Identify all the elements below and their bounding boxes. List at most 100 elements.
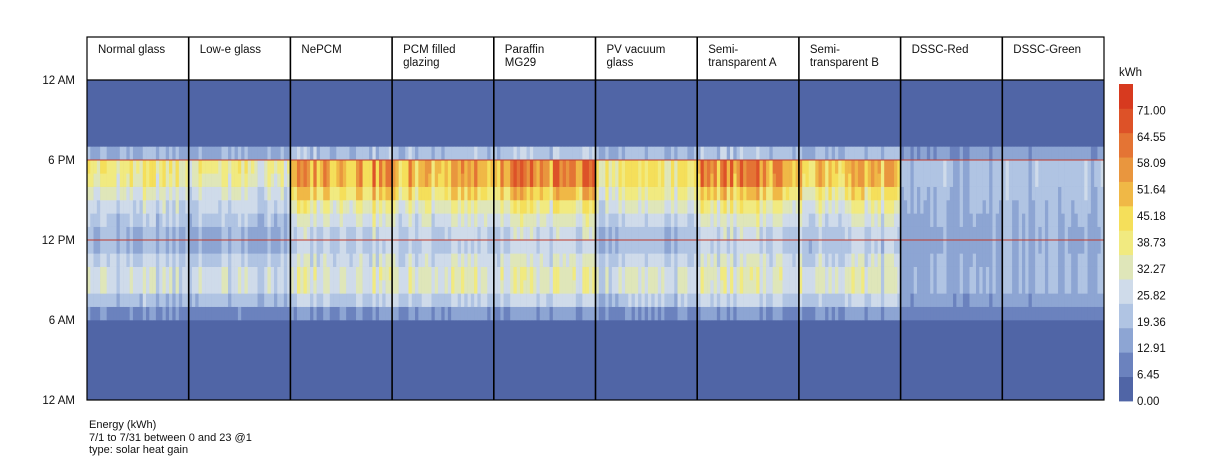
heat-cell xyxy=(595,213,600,227)
heat-cell xyxy=(641,173,646,187)
heat-cell xyxy=(549,240,554,254)
heat-cell xyxy=(356,306,360,321)
heat-cell xyxy=(126,200,130,214)
heat-cell xyxy=(667,146,672,161)
heat-cell xyxy=(293,213,298,227)
heat-cell xyxy=(890,293,895,307)
heat-cell xyxy=(775,253,780,267)
heat-cell xyxy=(1051,200,1056,214)
heat-cell xyxy=(746,173,750,187)
heat-cell xyxy=(575,173,580,187)
heat-cell xyxy=(618,253,623,267)
heat-cell xyxy=(923,280,928,294)
heat-cell xyxy=(195,173,199,187)
heat-cell xyxy=(756,213,760,227)
heat-cell xyxy=(1100,200,1105,214)
heat-cell xyxy=(985,146,990,161)
heat-cell xyxy=(195,146,199,161)
heat-cell xyxy=(1067,160,1072,174)
heat-cell xyxy=(96,200,101,214)
heat-cell xyxy=(1081,173,1085,187)
heat-cell xyxy=(549,266,554,281)
heat-cell xyxy=(585,240,590,254)
heat-cell xyxy=(372,226,376,241)
heat-cell xyxy=(559,173,563,187)
heat-cell xyxy=(546,160,550,174)
heat-cell xyxy=(323,266,327,281)
heat-cell xyxy=(723,240,728,254)
heat-cell xyxy=(1021,253,1026,267)
heat-cell xyxy=(1090,266,1095,281)
heat-cell xyxy=(90,240,94,254)
heat-cell xyxy=(500,173,504,187)
heat-cell xyxy=(208,160,212,174)
heat-cell xyxy=(329,240,334,254)
heat-cell xyxy=(1021,266,1026,281)
heat-cell xyxy=(795,240,800,254)
heat-cell xyxy=(723,253,728,267)
heat-cell xyxy=(828,293,833,307)
heat-cell xyxy=(487,240,491,254)
heat-cell xyxy=(930,293,934,307)
heat-cell xyxy=(178,240,183,254)
heat-cell xyxy=(552,226,557,241)
heat-cell xyxy=(992,266,997,281)
heat-cell xyxy=(989,266,993,281)
heat-cell xyxy=(756,306,760,321)
heat-cell xyxy=(431,186,436,201)
heat-cell xyxy=(917,293,921,307)
heat-cell xyxy=(290,240,294,254)
heat-cell xyxy=(871,253,875,267)
heat-cell xyxy=(910,146,915,161)
heat-cell xyxy=(795,173,800,187)
heat-cell xyxy=(634,173,639,187)
heat-cell xyxy=(310,186,314,201)
heat-cell xyxy=(372,306,376,321)
heat-cell xyxy=(946,200,951,214)
heat-cell xyxy=(247,160,252,174)
heat-cell xyxy=(769,240,773,254)
heat-cell xyxy=(447,253,452,267)
heat-cell xyxy=(854,226,859,241)
heat-cell xyxy=(880,213,885,227)
heat-cell xyxy=(759,173,764,187)
heat-cell xyxy=(392,240,396,254)
heat-cell xyxy=(1008,266,1013,281)
heat-cell xyxy=(339,280,344,294)
heat-cell xyxy=(352,160,357,174)
heat-cell xyxy=(730,186,734,201)
heat-cell xyxy=(1012,293,1016,307)
heat-cell xyxy=(162,200,167,214)
heat-cell xyxy=(818,306,823,321)
heat-cell xyxy=(365,306,370,321)
heat-cell xyxy=(1021,280,1026,294)
heat-cell xyxy=(716,280,721,294)
heat-cell xyxy=(251,186,255,201)
heat-cell xyxy=(254,226,258,241)
heat-cell xyxy=(142,240,147,254)
heat-cell xyxy=(687,280,691,294)
heat-cell xyxy=(424,253,429,267)
heat-cell xyxy=(116,160,121,174)
heat-cell xyxy=(339,160,344,174)
heat-cell xyxy=(664,213,668,227)
heat-cell xyxy=(385,146,390,161)
heat-cell xyxy=(1084,226,1088,241)
heat-cell xyxy=(424,240,429,254)
heat-cell xyxy=(588,213,593,227)
heat-cell xyxy=(789,173,793,187)
heat-cell xyxy=(382,306,386,321)
heat-cell xyxy=(605,253,609,267)
heat-cell xyxy=(490,213,495,227)
heat-cell xyxy=(260,160,265,174)
heat-cell xyxy=(598,293,603,307)
heat-cell xyxy=(966,160,970,174)
heat-cell xyxy=(1012,306,1016,321)
heat-cell xyxy=(1061,306,1065,321)
heat-cell xyxy=(323,280,327,294)
heat-cell xyxy=(552,253,557,267)
heat-cell xyxy=(661,240,665,254)
heat-cell xyxy=(175,240,180,254)
heat-cell xyxy=(861,146,865,161)
heat-cell xyxy=(241,266,245,281)
